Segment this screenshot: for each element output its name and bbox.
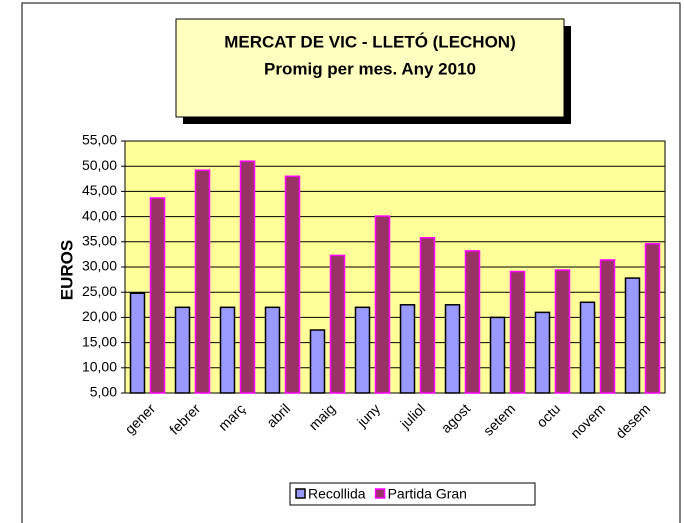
bar: [264, 306, 281, 394]
bar: [644, 243, 661, 394]
bar: [534, 311, 551, 394]
y-axis-label: EUROS: [57, 240, 76, 300]
bar: [354, 306, 371, 394]
bar: [194, 169, 211, 394]
bar: [599, 259, 616, 394]
legend-label: Recollida: [308, 486, 366, 502]
legend-label: Partida Gran: [388, 486, 467, 502]
bar: [464, 250, 481, 394]
y-tick-label: 25,00: [82, 283, 117, 299]
y-tick-label: 30,00: [82, 258, 117, 274]
y-tick-label: 45,00: [82, 182, 117, 198]
bar: [129, 292, 146, 394]
bar: [624, 277, 641, 394]
legend-box: [289, 482, 536, 506]
bar: [579, 301, 596, 394]
bar: [444, 304, 461, 394]
bar: [239, 160, 256, 394]
y-tick-label: 55,00: [82, 132, 117, 148]
bar: [489, 316, 506, 394]
bar: [174, 306, 191, 394]
bar: [554, 269, 571, 394]
y-tick-label: 10,00: [82, 359, 117, 375]
y-tick-label: 15,00: [82, 333, 117, 349]
y-tick-label: 35,00: [82, 233, 117, 249]
y-tick-label: 20,00: [82, 308, 117, 324]
y-tick-label: 5,00: [90, 384, 117, 400]
bar: [309, 329, 326, 394]
bar: [284, 175, 301, 394]
chart-title: MERCAT DE VIC - LLETÓ (LECHON): [224, 32, 516, 51]
chart-subtitle: Promig per mes. Any 2010: [264, 59, 476, 78]
title-box: [175, 18, 565, 118]
bar: [419, 237, 436, 394]
bar: [509, 270, 526, 394]
y-tick-label: 40,00: [82, 207, 117, 223]
legend-swatch: [295, 488, 306, 499]
bar: [219, 306, 236, 394]
legend-swatch: [374, 488, 386, 499]
y-tick-label: 50,00: [82, 157, 117, 173]
bar: [399, 304, 416, 394]
bar: [149, 197, 166, 394]
bar: [329, 254, 346, 394]
bar: [374, 215, 391, 394]
